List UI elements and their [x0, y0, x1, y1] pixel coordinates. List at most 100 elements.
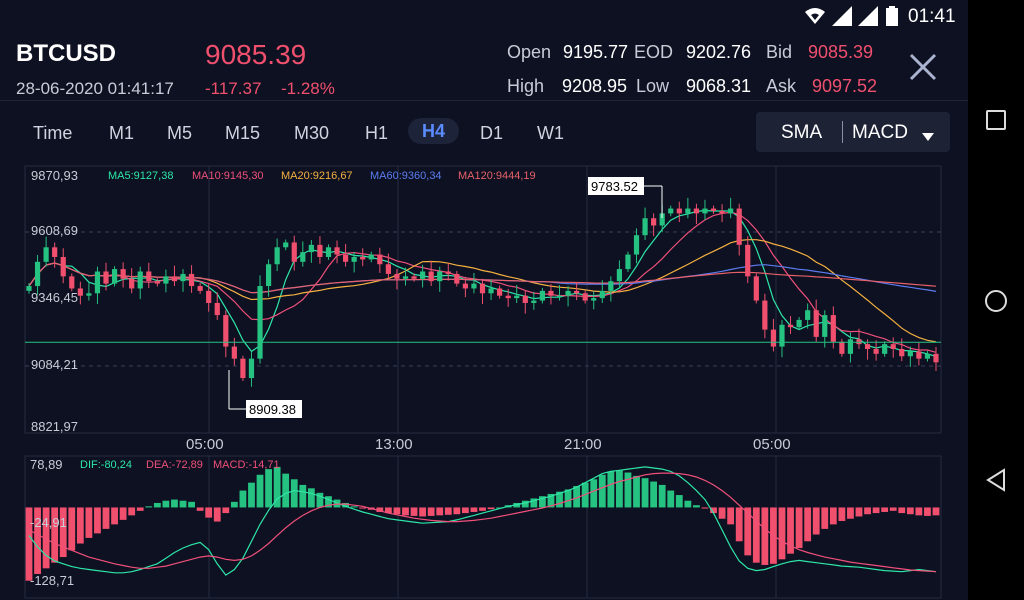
android-nav-bar	[968, 0, 1024, 600]
sma-button[interactable]: SMA	[781, 122, 823, 143]
macd-histogram-bar	[265, 469, 272, 508]
macd-histogram-bar	[239, 490, 247, 508]
candle-body	[651, 218, 657, 226]
macd-histogram-bar	[188, 501, 195, 508]
tab-time[interactable]: Time	[33, 123, 73, 143]
macd-histogram-bar	[804, 507, 812, 542]
symbol-title: BTCUSD	[16, 40, 116, 67]
candle-body	[556, 295, 563, 297]
candle-body	[745, 244, 751, 277]
candle-body	[188, 273, 195, 287]
tab-m1[interactable]: M1	[109, 123, 135, 143]
y-tick-label: 9870,93	[31, 168, 78, 183]
candle-body	[360, 256, 366, 260]
candle-body	[736, 208, 742, 245]
candle-body	[668, 208, 674, 214]
candle-body	[633, 235, 640, 255]
macd-button[interactable]: MACD	[852, 122, 908, 143]
candle-body	[574, 290, 580, 294]
candle-body	[505, 295, 511, 299]
price-change-pct: -1.28%	[281, 79, 335, 98]
candle-body	[274, 247, 280, 265]
recent-apps-icon[interactable]	[986, 110, 1006, 130]
tab-h4[interactable]: H4	[408, 118, 460, 144]
candle-body	[830, 315, 836, 342]
tab-d1[interactable]: D1	[480, 123, 504, 143]
macd-histogram-bar	[376, 507, 384, 512]
legend-ma20: MA20:9216,67	[281, 170, 353, 182]
back-icon[interactable]	[986, 468, 1006, 497]
candle-body	[420, 271, 426, 279]
eod-label: EOD	[634, 42, 674, 62]
macd-histogram-bar	[710, 507, 717, 514]
macd-histogram-bar	[102, 507, 110, 529]
candle-body	[822, 315, 828, 337]
macd-histogram-bar	[547, 493, 555, 508]
price-chart[interactable]: 9870,93 9608,69 9346,45 9084,21 8821,97 …	[0, 0, 968, 600]
tab-m5[interactable]: M5	[167, 123, 193, 143]
candle-body	[728, 208, 734, 214]
macd-histogram-bar	[821, 507, 829, 529]
chevron-down-icon[interactable]	[922, 128, 934, 146]
min-annotation: 8909.38	[228, 370, 302, 418]
tab-m30[interactable]: M30	[294, 123, 330, 143]
candle-body	[197, 286, 203, 291]
current-price: 9085.39	[205, 39, 307, 70]
candle-body	[111, 269, 118, 284]
candle-body	[693, 208, 700, 214]
macd-histogram-bar	[213, 507, 221, 522]
macd-histogram-bar	[470, 507, 478, 512]
macd-histogram-bar	[513, 502, 521, 508]
macd-histogram-bar	[675, 495, 683, 508]
macd-histogram-bar	[829, 507, 837, 525]
macd-histogram-bar	[479, 507, 486, 511]
candle-body	[377, 254, 383, 265]
candle-body	[488, 288, 494, 294]
high-value: 9208.95	[562, 76, 628, 96]
dea-line	[28, 472, 937, 573]
macd-histogram-bar	[230, 501, 238, 508]
candle-body	[676, 208, 682, 214]
macd-histogram-bar	[359, 507, 367, 509]
candle-body	[608, 281, 614, 291]
macd-histogram-bar	[205, 507, 213, 518]
candle-body	[257, 286, 263, 359]
candle-body	[890, 344, 896, 349]
candle-body	[437, 271, 443, 282]
tab-h1[interactable]: H1	[365, 123, 389, 143]
candle-body	[60, 256, 66, 277]
candle-body	[291, 242, 297, 262]
macd-histogram-bar	[282, 473, 290, 508]
candle-body	[599, 290, 605, 299]
candle-body	[171, 276, 178, 282]
candle-body	[325, 247, 332, 257]
candle-body	[137, 271, 143, 289]
candle-body	[154, 281, 160, 284]
macd-histogram-bar	[718, 507, 726, 519]
tab-m15[interactable]: M15	[225, 123, 261, 143]
candle-body	[702, 208, 708, 214]
candle-body	[805, 310, 811, 320]
macd-histogram-bar	[787, 507, 794, 554]
candle-body	[471, 283, 477, 289]
status-time: 01:41	[908, 6, 956, 27]
macd-histogram-bar	[898, 507, 906, 514]
macd-histogram-bar	[350, 506, 358, 508]
macd-histogram-bar	[196, 507, 204, 511]
x-tick-label: 05:00	[753, 436, 791, 453]
candle-body	[283, 242, 289, 248]
macd-histogram-bar	[487, 507, 495, 510]
candle-body	[907, 351, 913, 357]
home-icon[interactable]	[985, 290, 1007, 312]
macd-histogram-bar	[119, 507, 127, 520]
close-button[interactable]	[908, 52, 938, 82]
x-tick-label: 05:00	[186, 436, 224, 453]
candle-body	[497, 288, 503, 296]
candle-body	[719, 210, 725, 214]
macd-histogram-bar	[427, 507, 435, 516]
tab-w1[interactable]: W1	[537, 123, 564, 143]
candle-body	[231, 346, 237, 359]
low-label: Low	[636, 76, 670, 96]
candle-body	[52, 247, 58, 257]
macd-histogram-bar	[906, 507, 914, 515]
